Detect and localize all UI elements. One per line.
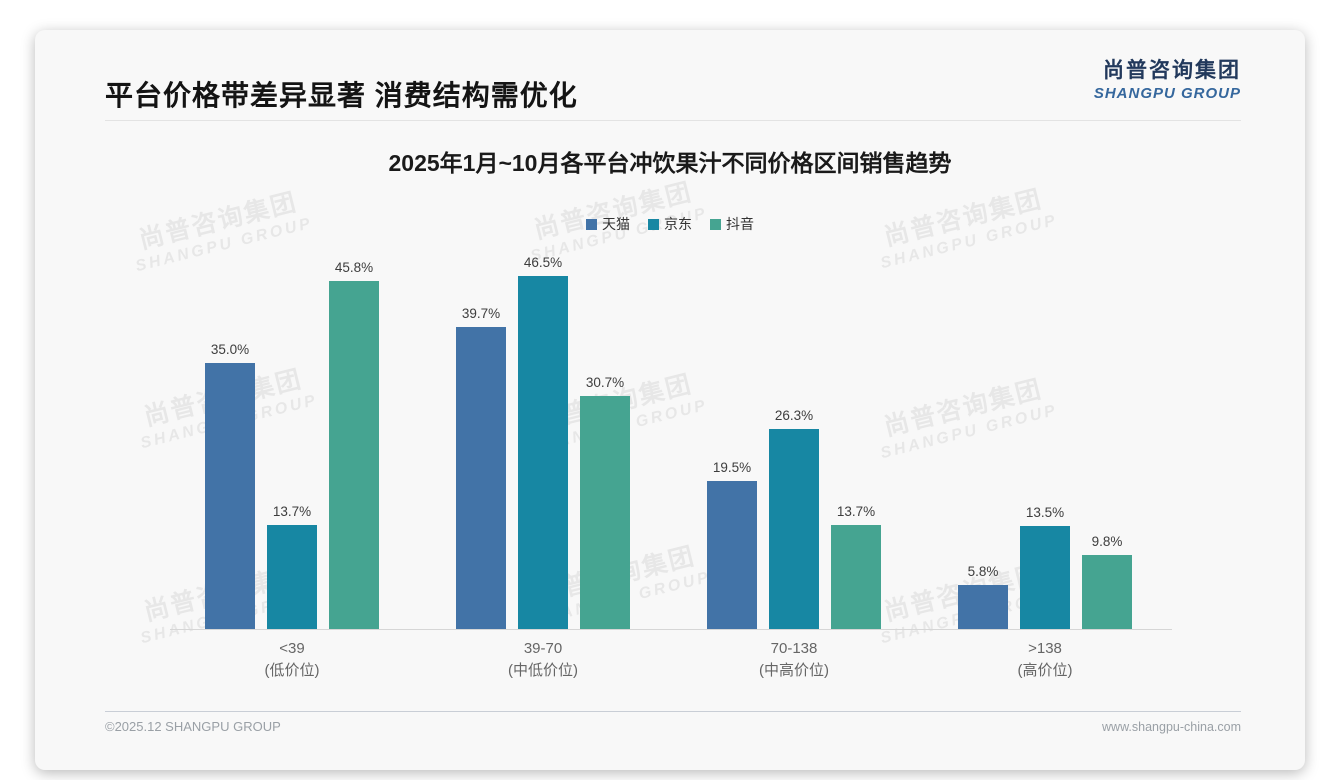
bar-京东-39-70: [518, 276, 568, 629]
bar-京东->138: [1020, 526, 1070, 629]
bar-chart-plot: 35.0% 13.7% 45.8% 39.7% 46.5% 30.7% 19.5% 26.3%…: [35, 30, 1305, 630]
legend-item-京东: 京东: [648, 214, 692, 234]
category-label: >138: [1028, 640, 1062, 657]
bar-value-label: 9.8%: [1091, 534, 1123, 549]
legend-label: 天猫: [602, 216, 630, 232]
x-axis-line: [170, 629, 1172, 630]
legend-item-天猫: 天猫: [586, 214, 630, 234]
legend-item-抖音: 抖音: [710, 214, 754, 234]
legend-label: 抖音: [726, 216, 754, 232]
bar-天猫->138: [958, 585, 1008, 629]
x-axis-label-<39: <39 (低价位): [265, 638, 320, 682]
bar-value-label: 45.8%: [334, 260, 374, 275]
bar-抖音-<39: [329, 281, 379, 629]
bar-value-label: 13.7%: [272, 504, 312, 519]
chart-title: 2025年1月~10月各平台冲饮果汁不同价格区间销售趋势: [388, 150, 952, 176]
category-label: 70-138: [770, 640, 818, 657]
bar-京东-70-138: [769, 429, 819, 629]
footer-divider: [105, 711, 1241, 712]
bar-天猫-<39: [205, 363, 255, 629]
legend-label: 京东: [664, 216, 692, 232]
legend-swatch-icon: [586, 218, 597, 230]
bar-value-label: 5.8%: [967, 564, 999, 579]
title-divider: [105, 120, 1241, 121]
bar-value-label: 30.7%: [585, 375, 625, 390]
chart-legend: 天猫 京东 抖音: [35, 214, 1305, 234]
category-sublabel: (高价位): [1017, 662, 1073, 679]
bar-天猫-70-138: [707, 481, 757, 629]
footer-copyright: ©2025.12 SHANGPU GROUP: [105, 719, 281, 734]
logo-cn-text: 尚普咨询集团: [1103, 59, 1241, 82]
x-axis-label-39-70: 39-70 (中低价位): [508, 638, 578, 682]
footer-website: www.shangpu-china.com: [1102, 720, 1241, 734]
category-sublabel: (中低价位): [508, 662, 578, 679]
bar-value-label: 13.7%: [836, 504, 876, 519]
x-axis-label->138: >138 (高价位): [1018, 638, 1073, 682]
x-axis-label-70-138: 70-138 (中高价位): [759, 638, 829, 682]
bar-value-label: 13.5%: [1025, 505, 1065, 520]
bar-京东-<39: [267, 525, 317, 629]
bar-value-label: 39.7%: [461, 306, 501, 321]
category-sublabel: (中高价位): [759, 662, 829, 679]
bar-天猫-39-70: [456, 327, 506, 629]
bar-抖音->138: [1082, 555, 1132, 629]
logo: 尚普咨询集团 SHANGPU GROUP: [1094, 54, 1241, 102]
bar-value-label: 26.3%: [774, 408, 814, 423]
category-sublabel: (低价位): [264, 662, 320, 679]
category-label: <39: [279, 640, 305, 657]
bar-value-label: 35.0%: [210, 342, 250, 357]
page-title: 平台价格带差异显著 消费结构需优化: [105, 80, 578, 111]
bar-抖音-70-138: [831, 525, 881, 629]
legend-swatch-icon: [648, 218, 659, 230]
bar-抖音-39-70: [580, 396, 630, 629]
logo-en-text: SHANGPU GROUP: [1093, 85, 1241, 102]
slide-card: 平台价格带差异显著 消费结构需优化 尚普咨询集团 SHANGPU GROUP 尚…: [35, 30, 1305, 770]
legend-swatch-icon: [710, 218, 721, 230]
bar-value-label: 46.5%: [523, 255, 563, 270]
bar-value-label: 19.5%: [712, 460, 752, 475]
category-label: 39-70: [523, 640, 563, 657]
